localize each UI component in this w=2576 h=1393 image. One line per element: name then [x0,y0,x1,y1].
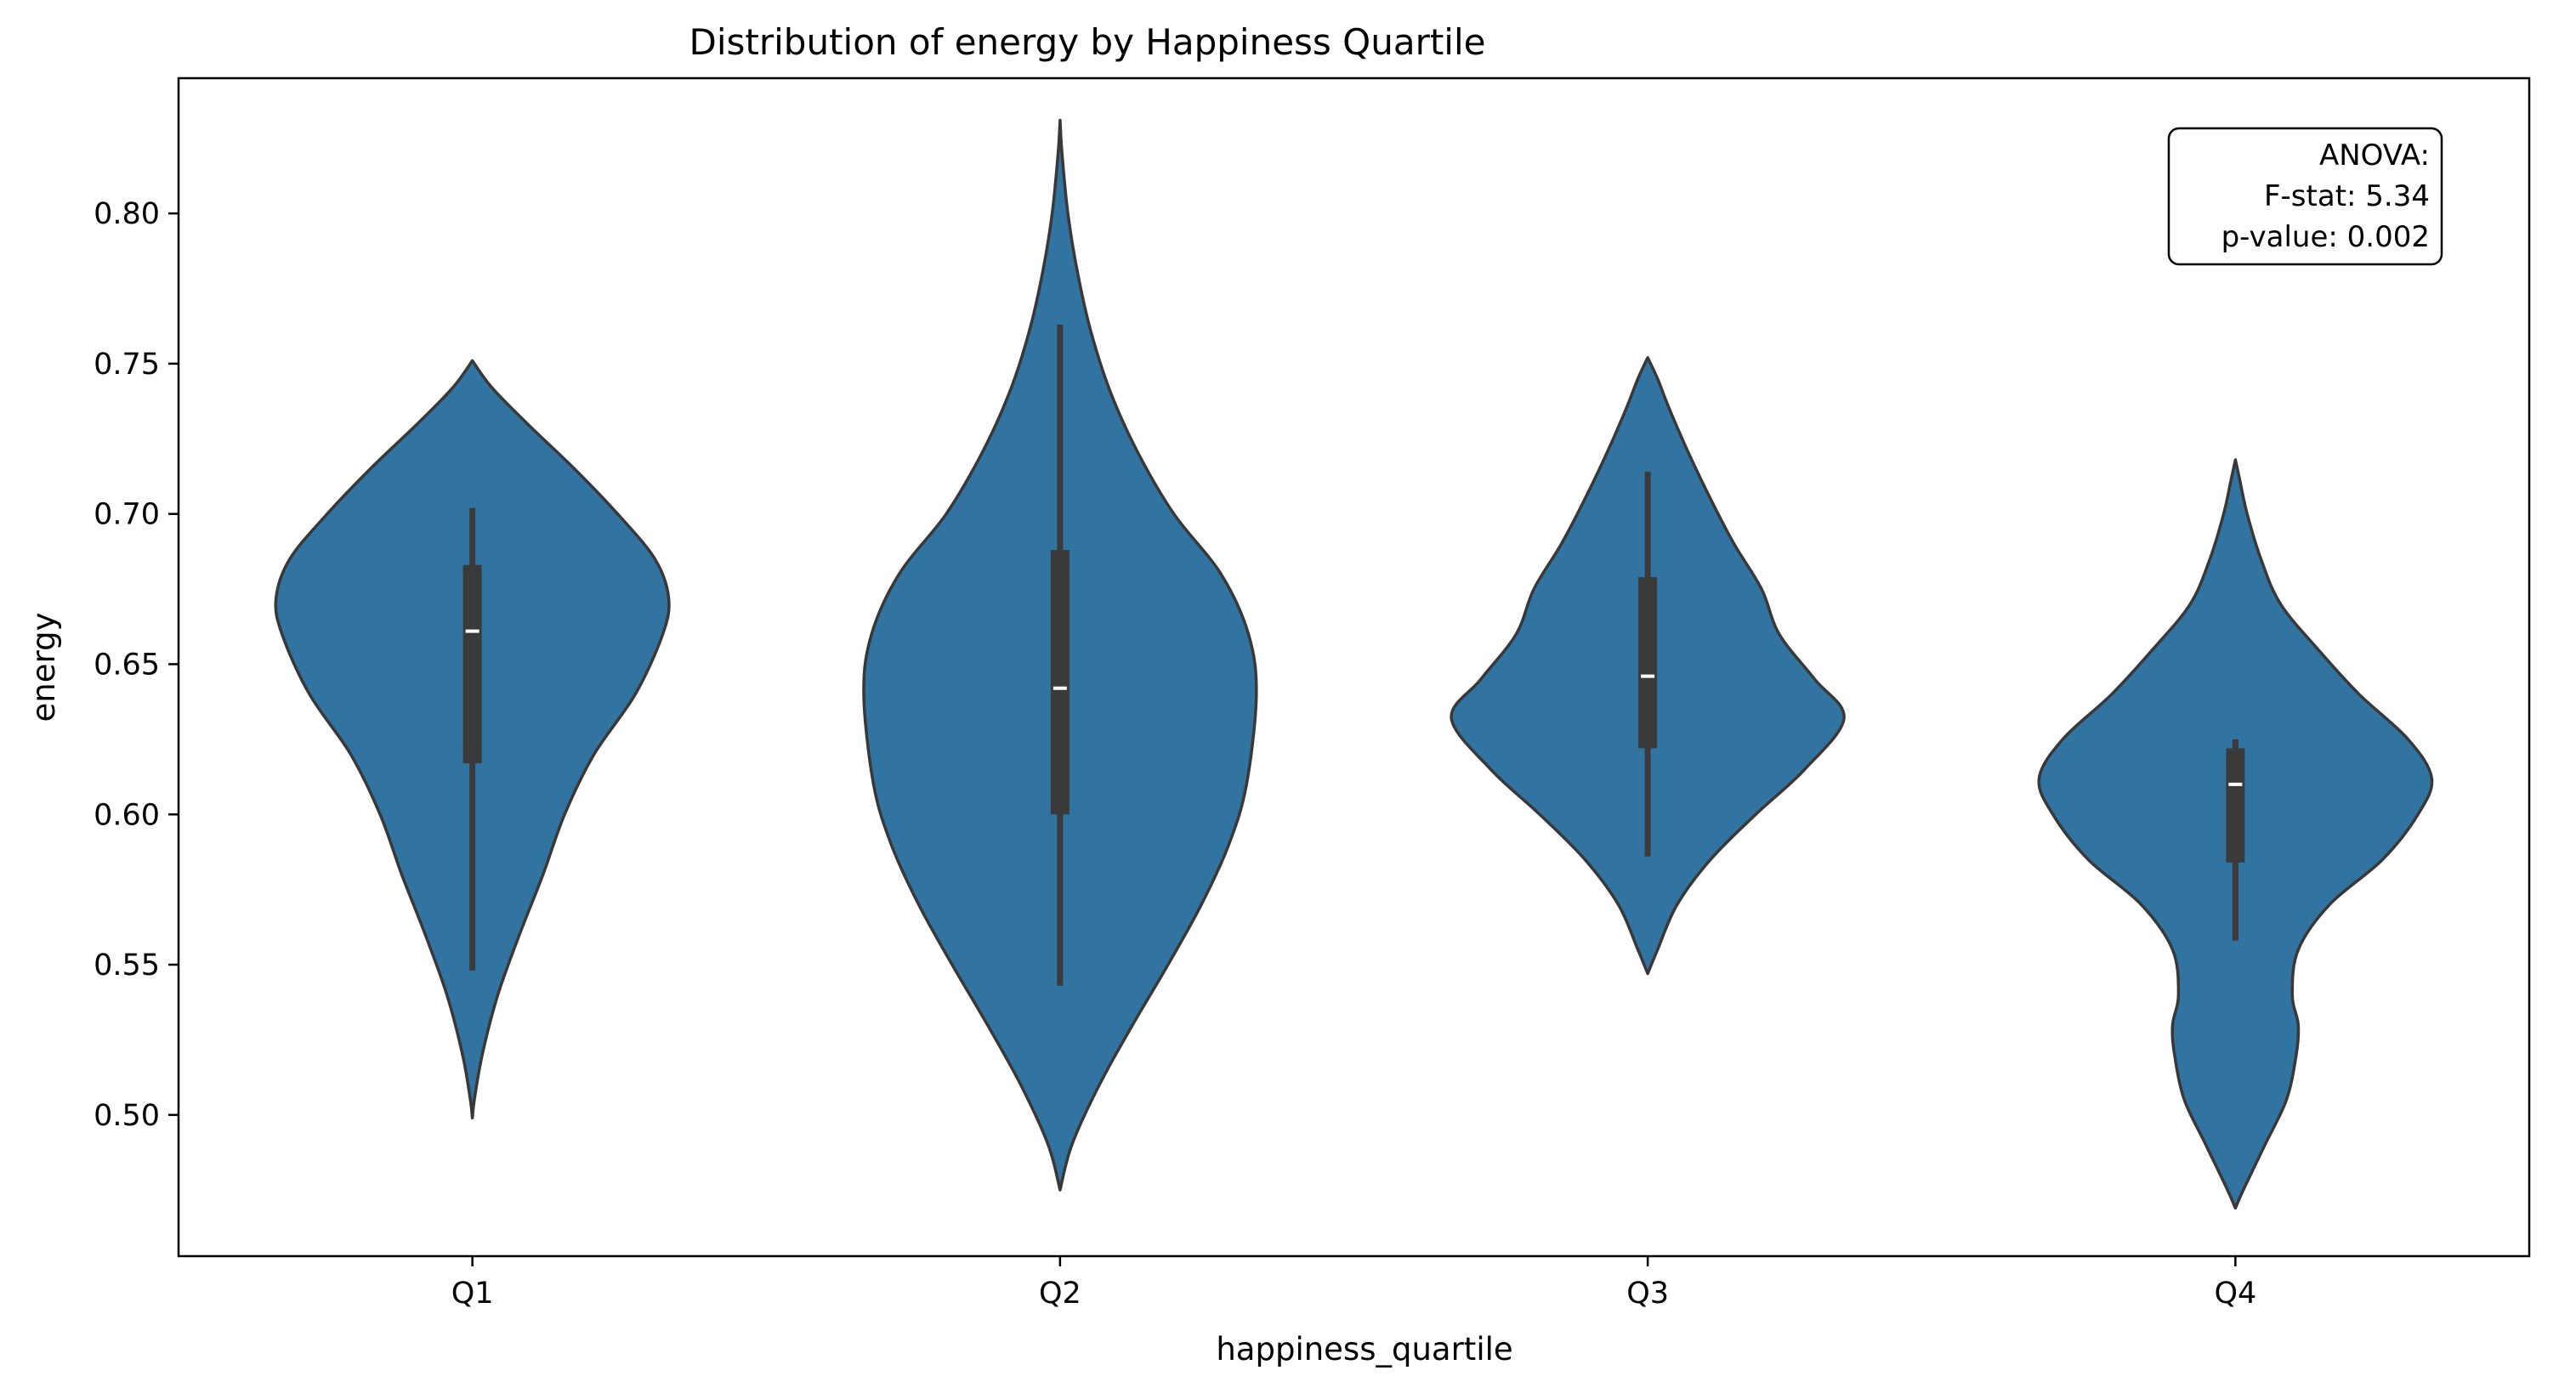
y-tick-label: 0.70 [94,498,160,532]
x-tick-label-q1: Q1 [451,1277,494,1311]
iqr-box-q3 [1638,576,1658,749]
y-tick-label: 0.60 [94,798,160,832]
plot-frame [177,76,2531,1258]
x-tick-label-q3: Q3 [1626,1277,1669,1311]
y-tick-label: 0.80 [94,197,160,231]
anova-fstat: F-stat: 5.34 [2264,179,2430,213]
x-axis-label: happiness_quartile [1216,1331,1512,1368]
iqr-box-q2 [1050,550,1070,815]
x-tick-label-q2: Q2 [1039,1277,1081,1311]
chart-title: Distribution of energy by Happiness Quar… [689,21,1486,63]
y-tick-label: 0.50 [94,1099,160,1133]
anova-annotation: ANOVA: F-stat: 5.34 p-value: 0.002 [2167,127,2443,266]
x-tick-label-q4: Q4 [2214,1277,2256,1311]
iqr-box-q1 [462,564,482,764]
y-tick-label: 0.75 [94,348,160,382]
anova-heading: ANOVA: [2319,139,2430,173]
y-axis-label: energy [26,613,62,722]
anova-box [2167,127,2443,266]
y-tick-label: 0.55 [94,948,160,982]
y-tick-label: 0.65 [94,648,160,682]
y-axis: 0.50 0.55 0.60 0.65 0.70 0.75 0.80 [94,197,179,1133]
anova-pvalue: p-value: 0.002 [2221,220,2430,254]
x-axis: Q1 Q2 Q3 Q4 [451,1256,2256,1311]
violins-layer [274,118,2434,1210]
iqr-box-q4 [2226,748,2245,863]
